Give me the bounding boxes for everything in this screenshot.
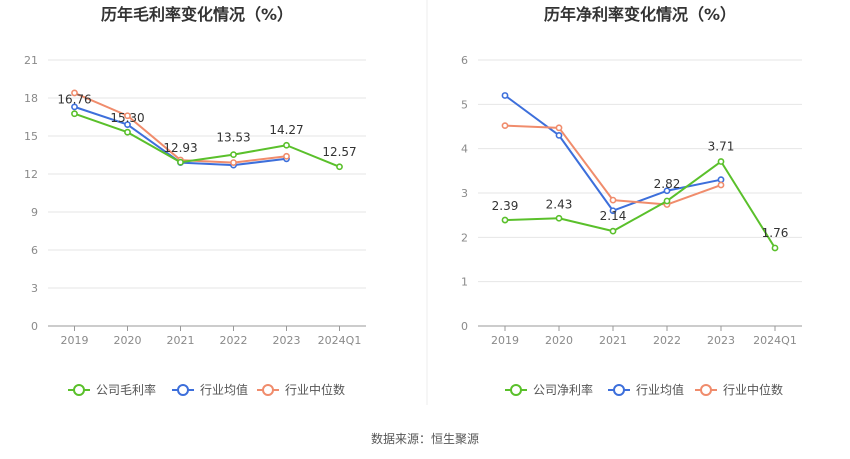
data-point (663, 197, 671, 205)
data-point (717, 158, 725, 165)
data-point (663, 187, 671, 195)
data-point (501, 92, 509, 99)
data-point (283, 152, 290, 160)
y-tick-label: 5 (461, 98, 468, 111)
x-tick-label: 2024Q1 (753, 334, 797, 347)
x-tick-label: 2023 (273, 334, 301, 347)
legend-swatch-marker (262, 384, 274, 396)
gross-margin-chart: 历年毛利率变化情况（%） 0 3 6 9 12 15 18 21 2019 2020 2021 2022… (24, 5, 366, 397)
x-tick-label: 2022 (653, 334, 681, 347)
series-line (74, 112, 340, 168)
data-label: 13.53 (216, 131, 250, 145)
data-label: 2.14 (600, 209, 627, 223)
data-point (771, 244, 779, 252)
chart-title: 历年毛利率变化情况（%） (101, 5, 293, 24)
x-tick-label: 2024Q1 (318, 334, 362, 347)
y-tick-label: 4 (461, 143, 468, 156)
data-label: 3.71 (708, 140, 735, 154)
x-tick-label: 2021 (599, 334, 627, 347)
data-point (124, 121, 131, 128)
data-label: 14.27 (269, 123, 303, 137)
legend-label: 行业均值 (200, 382, 248, 397)
x-tick-label: 2019 (491, 334, 519, 347)
data-point (124, 112, 131, 120)
data-point (230, 159, 237, 166)
data-point (501, 216, 509, 224)
y-tick-label: 3 (31, 282, 38, 295)
net-margin-chart: 历年净利率变化情况（%） 0 1 2 3 4 5 6 2019 2020 2021 2022 2023 2… (461, 5, 802, 397)
y-tick-label: 0 (31, 320, 38, 333)
y-tick-label: 6 (461, 54, 468, 67)
data-point (71, 110, 78, 118)
chart-title: 历年净利率变化情况（%） (544, 5, 736, 24)
x-tick-label: 2020 (545, 334, 573, 347)
data-point (283, 141, 290, 149)
x-tick-label: 2022 (220, 334, 248, 347)
legend-label: 行业中位数 (285, 382, 345, 397)
y-tick-label: 15 (24, 130, 38, 143)
data-label: 15.30 (110, 111, 144, 125)
data-label: 16.76 (57, 93, 91, 107)
y-tick-label: 3 (461, 187, 468, 200)
data-point (555, 214, 563, 222)
data-point (609, 207, 617, 215)
data-point (609, 196, 617, 204)
data-point (555, 131, 563, 139)
x-tick-label: 2020 (114, 334, 142, 347)
data-source-label: 数据来源：恒生聚源 (371, 431, 479, 446)
data-label: 1.76 (762, 226, 789, 240)
data-point (336, 163, 343, 171)
data-point (717, 176, 725, 184)
x-tick-label: 2021 (167, 334, 195, 347)
legend-swatch-marker (73, 384, 85, 396)
data-point (177, 158, 184, 166)
y-tick-label: 2 (461, 231, 468, 244)
data-point (501, 122, 509, 130)
legend-label: 行业均值 (636, 382, 684, 397)
data-point (230, 151, 237, 159)
y-tick-label: 9 (31, 206, 38, 219)
data-point (609, 227, 617, 235)
data-point (124, 128, 131, 136)
legend-swatch-marker (177, 384, 189, 396)
x-tick-label: 2023 (707, 334, 735, 347)
legend-label: 公司毛利率 (96, 382, 156, 397)
legend-label: 行业中位数 (723, 382, 783, 397)
legend-swatch-marker (613, 384, 625, 396)
x-tick-label: 2019 (61, 334, 89, 347)
y-tick-label: 6 (31, 244, 38, 257)
y-tick-label: 1 (461, 276, 468, 289)
data-label: 2.43 (546, 197, 573, 211)
data-point (717, 181, 725, 189)
data-label: 12.93 (163, 141, 197, 155)
legend-swatch-marker (700, 384, 712, 396)
y-tick-label: 18 (24, 92, 38, 105)
data-label: 2.39 (492, 199, 519, 213)
data-label: 2.82 (654, 177, 681, 191)
y-tick-label: 0 (461, 320, 468, 333)
data-point (71, 89, 78, 97)
legend-label: 公司净利率 (533, 382, 593, 397)
series-line (504, 160, 776, 249)
y-tick-label: 21 (24, 54, 38, 67)
y-tick-label: 12 (24, 168, 38, 181)
data-point (555, 124, 563, 132)
data-label: 12.57 (322, 145, 356, 159)
data-point (71, 103, 78, 111)
legend-swatch-marker (510, 384, 522, 396)
